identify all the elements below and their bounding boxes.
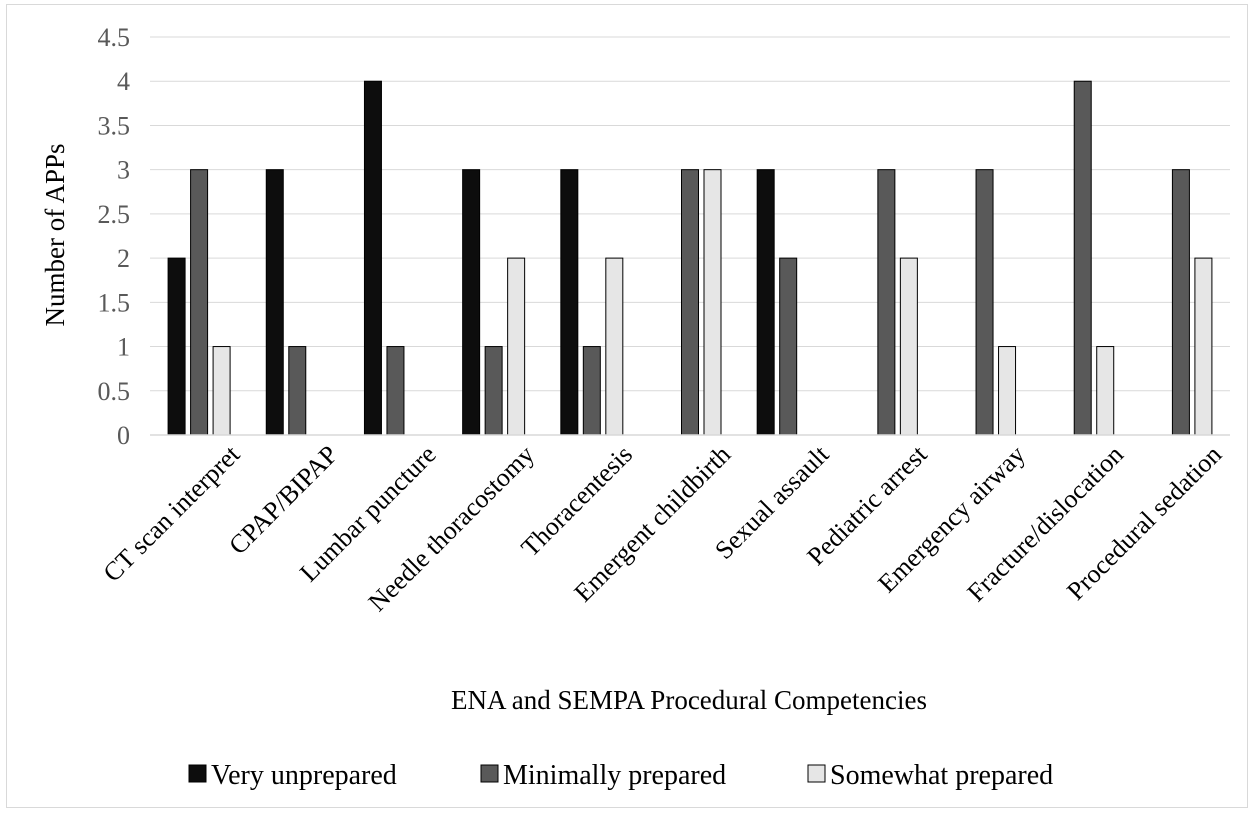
y-tick-label: 2.5 [98, 200, 131, 229]
bar-minimally-prepared [681, 169, 699, 436]
bar-very-unprepared [363, 80, 382, 436]
bar-minimally-prepared [1073, 80, 1092, 436]
bar-somewhat-prepared [703, 169, 722, 436]
bar-somewhat-prepared [998, 346, 1017, 436]
y-tick-label: 2 [117, 244, 130, 273]
bar-minimally-prepared [582, 346, 601, 436]
bar-minimally-prepared [975, 169, 994, 436]
bar-somewhat-prepared [212, 346, 231, 436]
bar-somewhat-prepared [899, 257, 918, 436]
bar-minimally-prepared [779, 257, 798, 436]
y-axis-ticks: 0 0.5 1 1.5 2 2.5 3 3.5 4 4.5 [98, 23, 131, 450]
category-label: CT scan interpret [98, 439, 246, 587]
y-tick-label: 4 [117, 67, 130, 96]
bar-very-unprepared [560, 169, 579, 436]
y-tick-label: 1.5 [98, 288, 131, 317]
legend-swatch [188, 764, 207, 783]
y-axis-title: Number of APPs [40, 143, 70, 326]
bar-very-unprepared [756, 169, 775, 436]
bar-somewhat-prepared [507, 257, 526, 436]
y-tick-label: 3 [117, 156, 130, 185]
y-tick-label: 1 [117, 333, 130, 362]
legend-swatch [807, 764, 826, 783]
bar-somewhat-prepared [1096, 346, 1115, 436]
bar-minimally-prepared [1171, 169, 1190, 436]
bar-minimally-prepared [484, 346, 503, 436]
category-label: Needle thoracostomy [363, 440, 540, 617]
legend-swatch [480, 764, 499, 783]
bar-somewhat-prepared [1194, 257, 1213, 436]
bar-minimally-prepared [190, 169, 209, 436]
y-tick-label: 4.5 [98, 23, 131, 52]
bar-somewhat-prepared [605, 257, 624, 436]
legend-label: Somewhat prepared [830, 760, 1053, 791]
y-tick-label: 3.5 [98, 111, 131, 140]
bar-very-unprepared [167, 257, 186, 436]
bar-minimally-prepared [877, 169, 896, 436]
bar-minimally-prepared [288, 346, 307, 436]
bar-very-unprepared [462, 169, 481, 436]
bar-very-unprepared [265, 169, 284, 436]
x-axis-title: ENA and SEMPA Procedural Competencies [451, 685, 927, 715]
legend: Very unprepared Minimally prepared Somewha… [188, 760, 1053, 791]
legend-label: Minimally prepared [503, 760, 726, 791]
y-tick-label: 0.5 [98, 377, 131, 406]
y-tick-label: 0 [117, 421, 130, 450]
bars [167, 80, 1213, 436]
bar-minimally-prepared [386, 346, 405, 436]
legend-label: Very unprepared [211, 760, 397, 791]
